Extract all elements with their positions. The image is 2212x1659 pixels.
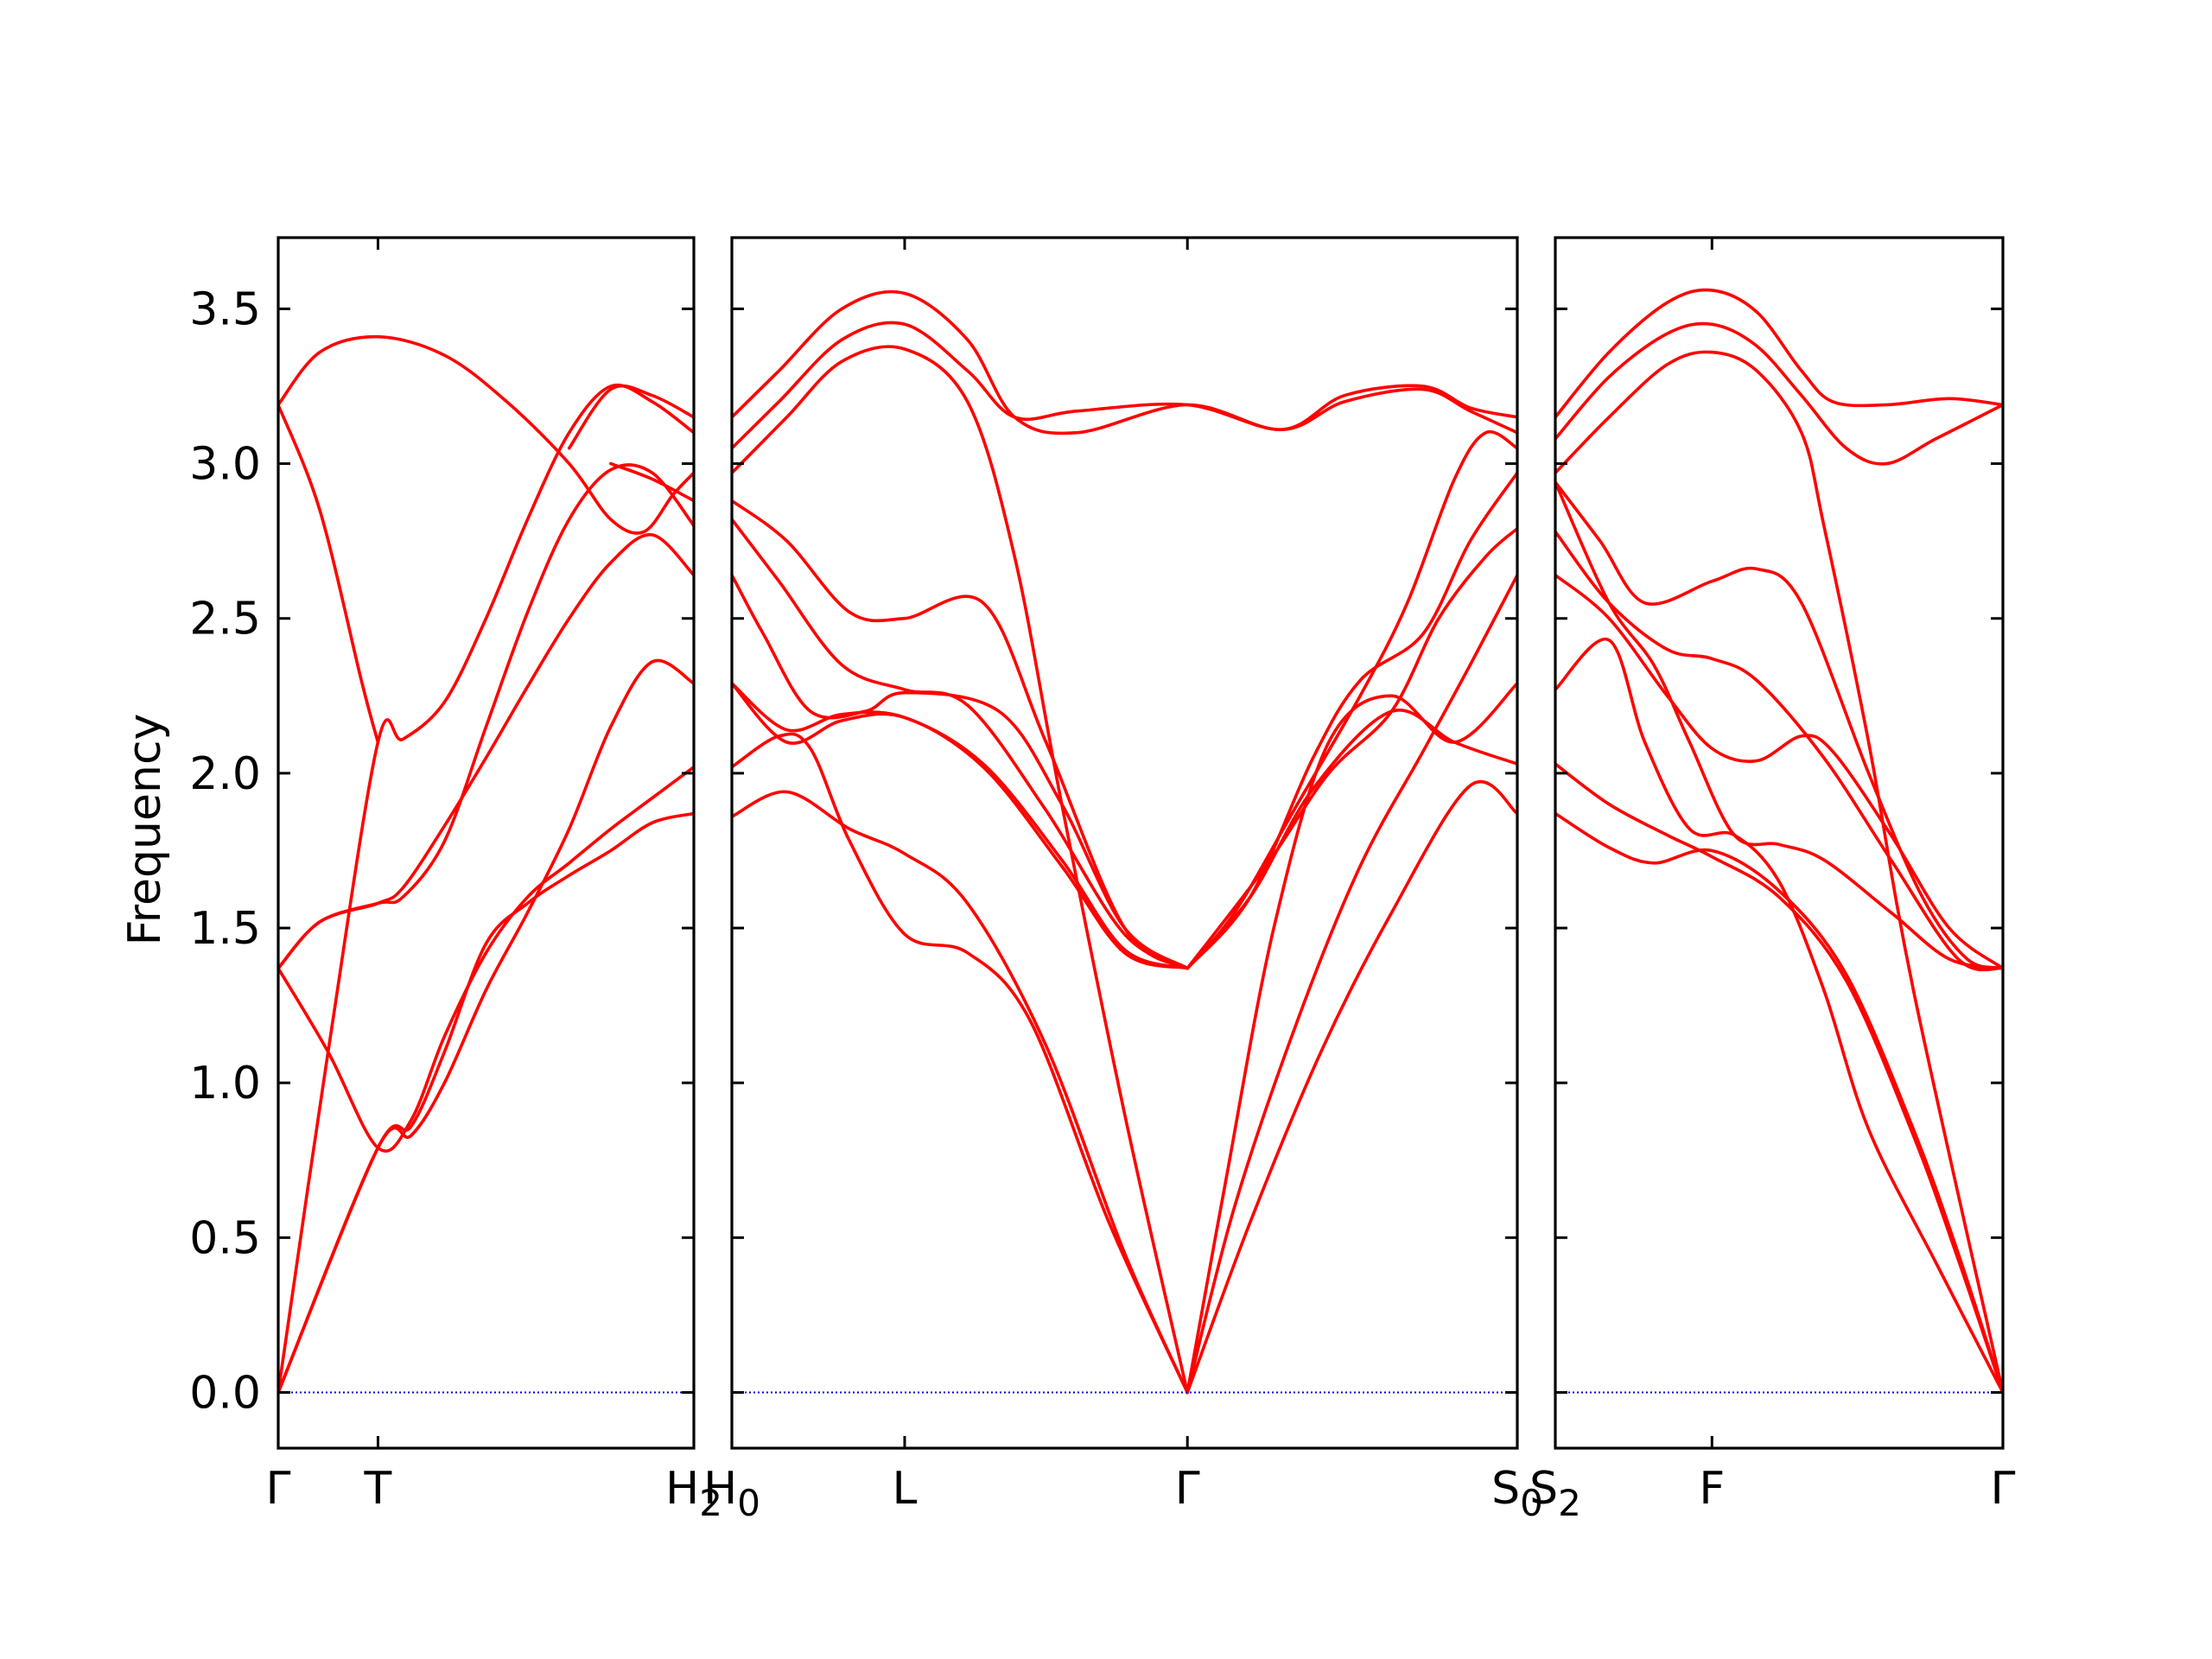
y-tick-label: 0.5 [189, 1212, 261, 1264]
band-line [732, 321, 1517, 450]
symmetry-point-label: Γ [266, 1463, 291, 1515]
symmetry-point-label: H2 [665, 1463, 722, 1524]
band-line [732, 682, 1189, 970]
band-line [732, 289, 1517, 435]
band-line [1185, 708, 1517, 970]
band-curves [278, 288, 2003, 1395]
band-line [1555, 321, 2003, 466]
band-line [278, 765, 694, 1153]
y-tick-label: 3.5 [189, 283, 261, 335]
band-line [1185, 682, 1517, 1395]
symmetry-point-label: S2 [1529, 1463, 1581, 1524]
band-line [278, 811, 694, 1395]
panel-3-curves [1555, 288, 2003, 1395]
y-tick-label: 0.0 [189, 1368, 261, 1420]
y-tick-label: 2.0 [189, 748, 261, 800]
band-line [567, 384, 694, 450]
band-line [1555, 811, 2003, 1395]
y-tick-label: 2.5 [189, 594, 261, 645]
band-line [732, 732, 1189, 1395]
band-line [732, 499, 1189, 970]
symmetry-point-label: S0 [1491, 1463, 1543, 1524]
symmetry-point-label: Γ [1175, 1463, 1200, 1515]
band-line [278, 463, 694, 970]
symmetry-point-label: F [1699, 1463, 1725, 1515]
band-line [278, 334, 694, 535]
y-tick-label: 1.5 [189, 903, 261, 955]
panel-1-frame [276, 236, 696, 1450]
symmetry-point-label: T [364, 1463, 392, 1515]
panel-frames [276, 236, 2005, 1450]
band-line [609, 461, 694, 503]
band-line [1185, 429, 1517, 970]
band-line [1185, 527, 1517, 970]
band-line [1555, 530, 2003, 972]
band-line [1555, 762, 2003, 1395]
band-line [278, 383, 694, 1395]
band-line [278, 533, 694, 970]
band-line [1555, 480, 2003, 970]
band-line [1555, 637, 2003, 1395]
y-tick-label: 1.0 [189, 1058, 261, 1109]
panel-2-curves [732, 289, 1517, 1395]
band-line [732, 345, 1189, 1395]
y-tick-label: 3.0 [189, 439, 261, 491]
symmetry-point-label: Γ [1991, 1463, 2016, 1515]
band-line [1185, 779, 1517, 1395]
band-line [732, 518, 1189, 970]
band-line [1185, 573, 1517, 1395]
band-line [1555, 573, 2003, 970]
band-line [1555, 350, 2003, 1395]
band-line [1555, 480, 2003, 970]
band-line [732, 790, 1189, 1395]
band-line [278, 403, 380, 744]
y-axis-label: Frequency [119, 714, 171, 946]
band-line [1185, 471, 1517, 970]
panel-2-frame [730, 236, 1519, 1450]
symmetry-point-label: L [892, 1463, 917, 1515]
symmetry-point-label: H0 [703, 1463, 760, 1524]
band-line [278, 658, 694, 1395]
band-line [732, 573, 1189, 970]
panel-3-frame [1554, 236, 2005, 1450]
band-line [1555, 288, 2003, 419]
panel-1-curves [278, 334, 694, 1395]
band-line [732, 682, 1189, 970]
y-axis-ticks: 0.0 0.5 1.0 1.5 2.0 2.5 3.0 3.5 [189, 238, 2003, 1448]
